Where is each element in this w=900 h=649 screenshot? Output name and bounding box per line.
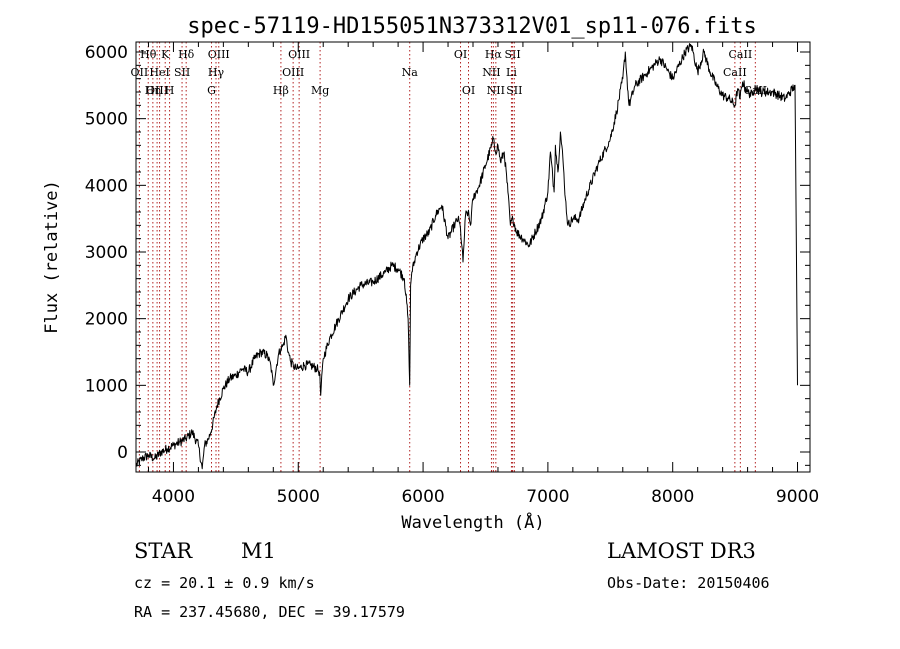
line-marker-label-1: OII (131, 66, 149, 79)
line-marker-label-19: Hα (485, 48, 503, 61)
x-axis-label: Wavelength (Å) (401, 511, 544, 533)
obs-date: Obs-Date: 20150406 (607, 574, 770, 592)
line-marker-label-5: HeI (149, 66, 169, 79)
line-marker-label-3: Hη (145, 84, 161, 97)
y-tick-label-4: 4000 (85, 176, 128, 196)
line-marker-label-9: OIII (208, 48, 230, 61)
line-marker-label-7: H (165, 84, 175, 97)
x-tick-label-2: 6000 (401, 487, 444, 507)
line-marker-label-12: Hβ (273, 84, 289, 97)
line-marker-label-16: Na (402, 66, 419, 79)
line-marker-label-6: SII (174, 66, 190, 79)
y-tick-label-1: 1000 (85, 376, 128, 396)
line-marker-label-21: NII (487, 84, 505, 97)
x-tick-label-1: 5000 (277, 487, 320, 507)
y-axis-label: Flux (relative) (42, 180, 62, 334)
x-tick-label-5: 9000 (776, 487, 819, 507)
line-marker-label-10: Hγ (208, 66, 225, 79)
line-marker-label-20: NII (482, 66, 500, 79)
x-tick-label-4: 8000 (651, 487, 694, 507)
line-marker-label-2: OIII (146, 84, 168, 97)
line-marker-label-26: CaII (723, 66, 747, 79)
line-marker-label-23: Li (506, 66, 517, 79)
coordinates: RA = 237.45680, DEC = 39.17579 (134, 603, 405, 621)
tick-layer: 4000 5000 6000 7000 8000 9000 0 1000 2000 3000 400… (85, 42, 819, 507)
plot-frame (135, 41, 811, 473)
chart-title: spec-57119-HD155051N373312V01_sp11-076.f… (187, 14, 757, 39)
y-tick-label-0: 0 (117, 443, 128, 463)
survey-name: LAMOST DR3 (607, 539, 756, 563)
line-marker-label-11: G (207, 84, 216, 97)
line-marker-label-17: OI (454, 48, 467, 61)
line-marker-label-25: CaII (729, 48, 753, 61)
object-class: STAR (134, 539, 193, 563)
redshift-readout: cz = 20.1 ± 0.9 km/s (134, 574, 315, 592)
line-marker-label-15: Mg (311, 84, 329, 97)
line-marker-label-18: OI (462, 84, 475, 97)
line-marker-label-24: SII (506, 84, 522, 97)
line-marker-label-13: OIII (288, 48, 310, 61)
x-tick-label-0: 4000 (152, 487, 195, 507)
spectrum-chart: spec-57119-HD155051N373312V01_sp11-076.f… (42, 14, 819, 533)
series-layer (135, 43, 798, 470)
y-tick-label-6: 6000 (85, 43, 128, 63)
y-tick-label-2: 2000 (85, 310, 128, 330)
object-subclass: M1 (241, 539, 276, 563)
y-tick-label-3: 3000 (85, 243, 128, 263)
line-marker-label-14: OIII (282, 66, 304, 79)
line-marker-label-8: Hδ (178, 48, 195, 61)
y-tick-label-5: 5000 (85, 110, 128, 130)
series-line-0 (135, 43, 798, 470)
line-marker-label-22: SII (504, 48, 520, 61)
line-marker-label-0: Hθ (140, 48, 157, 61)
x-tick-label-3: 7000 (526, 487, 569, 507)
line-marker-label-4: K (161, 48, 170, 61)
